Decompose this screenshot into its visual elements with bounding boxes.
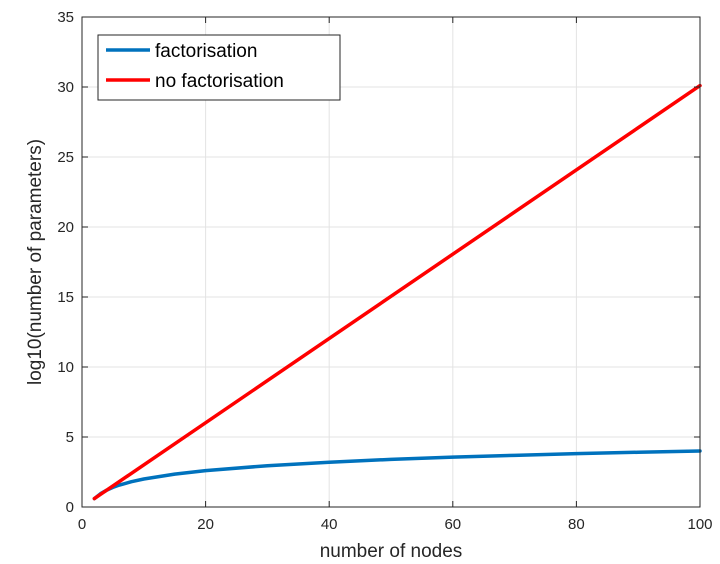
- x-tick-label: 20: [197, 516, 214, 533]
- y-tick-label: 15: [57, 289, 74, 306]
- x-tick-label: 0: [78, 516, 86, 533]
- x-tick-label: 100: [687, 516, 712, 533]
- series-lines: [92, 83, 702, 501]
- y-tick-label: 25: [57, 149, 74, 166]
- series-line-no-factorisation: [92, 83, 702, 501]
- x-axis-label: number of nodes: [320, 541, 463, 562]
- legend-label-factorisation: factorisation: [155, 41, 257, 62]
- legend-box: [97, 34, 341, 101]
- legend-label-no-factorisation: no factorisation: [155, 71, 284, 92]
- legend: factorisation no factorisation: [97, 34, 341, 101]
- y-tick-label: 20: [57, 219, 74, 236]
- y-tick-label: 10: [57, 359, 74, 376]
- y-tick-label: 35: [57, 9, 74, 26]
- y-tick-label: 0: [66, 499, 74, 516]
- y-tick-label: 5: [66, 429, 74, 446]
- y-axis-ticks: 0 5 10 15 20 25 30 35: [57, 9, 700, 516]
- plot-frame: [81, 16, 701, 508]
- x-tick-label: 80: [568, 516, 585, 533]
- y-axis-label: log10(number of parameters): [25, 139, 46, 385]
- x-axis-ticks: 0 20 40 60 80 100: [78, 17, 713, 533]
- x-tick-label: 40: [321, 516, 338, 533]
- y-tick-label: 30: [57, 79, 74, 96]
- x-tick-label: 60: [444, 516, 461, 533]
